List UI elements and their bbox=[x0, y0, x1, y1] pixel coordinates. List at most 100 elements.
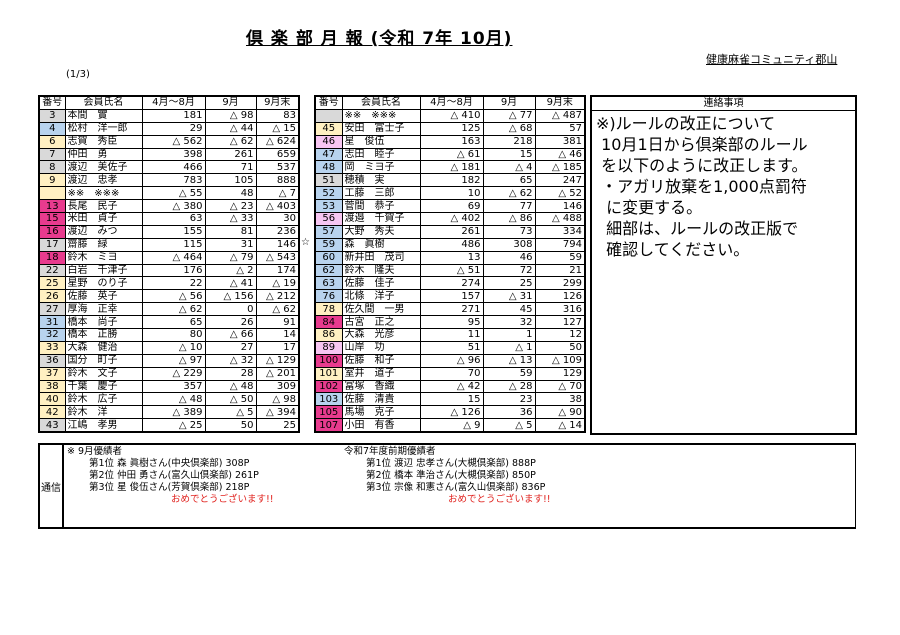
member-name: 菅間 恭子 bbox=[341, 199, 421, 214]
member-name: 仲田 勇 bbox=[64, 147, 143, 162]
points-sep: △ 2 bbox=[204, 263, 257, 278]
points-sep: △ 1 bbox=[482, 340, 536, 355]
points-sep-end: 309 bbox=[255, 379, 300, 394]
table-row: 62 鈴木 隆夫 △ 51 72 21 bbox=[314, 263, 586, 278]
points-sep-end: 50 bbox=[534, 340, 586, 355]
table-row: 56 渡邉 千賀子 △ 402 △ 86 △ 488 bbox=[314, 212, 586, 226]
points-apr-aug: △ 380 bbox=[141, 199, 206, 214]
points-sep: 72 bbox=[482, 263, 536, 278]
points-apr-aug: △ 562 bbox=[141, 134, 206, 149]
points-sep-end: 334 bbox=[534, 224, 586, 239]
points-sep: △ 44 bbox=[204, 121, 257, 136]
points-apr-aug: 274 bbox=[419, 276, 484, 291]
table-row: 37 鈴木 文子 △ 229 28 △ 201 bbox=[38, 366, 300, 381]
member-name: 北條 洋子 bbox=[341, 289, 421, 304]
points-sep: 50 bbox=[204, 418, 257, 433]
points-apr-aug: △ 402 bbox=[419, 212, 484, 226]
points-apr-aug: △ 48 bbox=[141, 392, 206, 407]
points-sep-end: △ 109 bbox=[534, 353, 586, 368]
member-number: 103 bbox=[314, 392, 343, 407]
points-apr-aug: 51 bbox=[419, 340, 484, 355]
points-apr-aug: 357 bbox=[141, 379, 206, 394]
member-number: 102 bbox=[314, 379, 343, 394]
points-sep: △ 13 bbox=[482, 353, 536, 368]
member-number: 37 bbox=[38, 366, 66, 381]
table-row: 25 星野 のり子 22 △ 41 △ 19 bbox=[38, 276, 300, 291]
table-row: 76 北條 洋子 157 △ 31 126 bbox=[314, 289, 586, 304]
member-number: 9 bbox=[38, 173, 66, 188]
member-name: 星野 のり子 bbox=[64, 276, 143, 291]
points-apr-aug: 65 bbox=[141, 315, 206, 330]
points-sep: △ 86 bbox=[482, 212, 536, 226]
member-number bbox=[38, 186, 66, 201]
member-name: 国分 町子 bbox=[64, 353, 143, 368]
points-sep-end: 888 bbox=[255, 173, 300, 188]
points-sep: 77 bbox=[482, 199, 536, 214]
points-sep: 71 bbox=[204, 160, 257, 175]
member-name: 佐久間 一男 bbox=[341, 302, 421, 317]
points-sep: 105 bbox=[204, 173, 257, 188]
points-sep-end: 25 bbox=[255, 418, 300, 433]
table-row: 15 米田 貞子 63 △ 33 30 bbox=[38, 212, 300, 226]
table-row: 3 本間 實 181 △ 98 83 bbox=[38, 108, 300, 123]
points-sep: 28 bbox=[204, 366, 257, 381]
member-number: 52 bbox=[314, 186, 343, 201]
communication-box: 通信 ※ 9月優績者 第1位 森 眞樹さん(中央倶楽部) 308P 第2位 仲田… bbox=[38, 443, 856, 529]
points-apr-aug: 11 bbox=[419, 328, 484, 342]
points-sep-end: △ 62 bbox=[255, 302, 300, 317]
points-sep: △ 23 bbox=[204, 199, 257, 214]
points-apr-aug: 125 bbox=[419, 121, 484, 136]
points-apr-aug: △ 181 bbox=[419, 160, 484, 175]
points-sep: 81 bbox=[204, 224, 257, 239]
points-sep: △ 32 bbox=[204, 353, 257, 368]
points-apr-aug: △ 126 bbox=[419, 405, 484, 420]
col-apr-aug: 4月～8月 bbox=[141, 95, 206, 110]
col-number: 番号 bbox=[38, 95, 66, 110]
points-sep-end: △ 129 bbox=[255, 353, 300, 368]
points-sep-end: △ 487 bbox=[534, 108, 586, 123]
member-name: 橋本 正勝 bbox=[64, 328, 143, 342]
points-sep-end: 57 bbox=[534, 121, 586, 136]
points-apr-aug: 10 bbox=[419, 186, 484, 201]
table-row: ※※ ※※※ △ 55 48 △ 7 bbox=[38, 186, 300, 201]
member-name: 齋藤 緑 bbox=[64, 237, 143, 252]
points-sep-end: 30 bbox=[255, 212, 300, 226]
points-apr-aug: 157 bbox=[419, 289, 484, 304]
col-name: 会員氏名 bbox=[64, 95, 143, 110]
member-number: 6 bbox=[38, 134, 66, 149]
member-number: 56 bbox=[314, 212, 343, 226]
member-number: 40 bbox=[38, 392, 66, 407]
member-name: 松村 洋一郎 bbox=[64, 121, 143, 136]
points-apr-aug: △ 10 bbox=[141, 340, 206, 355]
member-name: 馬場 克子 bbox=[341, 405, 421, 420]
table-row: 102 冨塚 香織 △ 42 △ 28 △ 70 bbox=[314, 379, 586, 394]
member-name: 室井 道子 bbox=[341, 366, 421, 381]
member-name: 工藤 三郎 bbox=[341, 186, 421, 201]
points-sep: △ 41 bbox=[204, 276, 257, 291]
points-sep: △ 4 bbox=[482, 160, 536, 175]
points-apr-aug: △ 42 bbox=[419, 379, 484, 394]
member-number: 59 bbox=[314, 237, 343, 252]
table-row: 105 馬場 克子 △ 126 36 △ 90 bbox=[314, 405, 586, 420]
points-sep: 59 bbox=[482, 366, 536, 381]
table-row: 7 仲田 勇 398 261 659 bbox=[38, 147, 300, 162]
member-name: 白岩 千津子 bbox=[64, 263, 143, 278]
table-row: 100 佐藤 和子 △ 96 △ 13 △ 109 bbox=[314, 353, 586, 368]
monthly-rank-3: 第3位 星 俊伍さん(芳賀倶楽部) 218P bbox=[89, 482, 250, 493]
member-number: 36 bbox=[38, 353, 66, 368]
points-sep-end: △ 624 bbox=[255, 134, 300, 149]
points-sep: △ 62 bbox=[482, 186, 536, 201]
points-sep: 1 bbox=[482, 328, 536, 342]
member-name: 厚海 正幸 bbox=[64, 302, 143, 317]
season-rank-2: 第2位 橋本 準治さん(大槻倶楽部) 850P bbox=[366, 470, 536, 481]
points-sep-end: 83 bbox=[255, 108, 300, 123]
points-sep: △ 156 bbox=[204, 289, 257, 304]
table-row: 57 大野 秀夫 261 73 334 bbox=[314, 224, 586, 239]
table-row: 18 鈴木 ミヨ △ 464 △ 79 △ 543 bbox=[38, 250, 300, 265]
points-apr-aug: 63 bbox=[141, 212, 206, 226]
member-name: 森 眞樹 bbox=[341, 237, 421, 252]
member-number: 60 bbox=[314, 250, 343, 265]
table-row: 22 白岩 千津子 176 △ 2 174 bbox=[38, 263, 300, 278]
organization-name: 健康麻雀コミュニティ郡山 bbox=[706, 53, 838, 66]
points-sep-end: 14 bbox=[255, 328, 300, 342]
